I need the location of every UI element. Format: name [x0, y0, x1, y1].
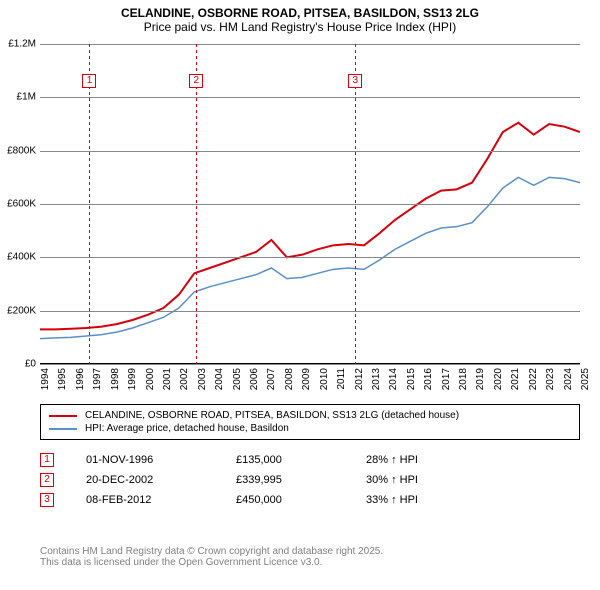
x-axis-label: 2010	[319, 368, 330, 398]
x-axis-label: 1999	[127, 368, 138, 398]
gridline	[40, 311, 580, 312]
legend-swatch	[49, 428, 77, 430]
transaction-row: 2 20-DEC-2002£339,99530% ↑ HPI	[40, 470, 580, 490]
transaction-marker: 2	[40, 473, 54, 487]
x-axis-label: 1998	[110, 368, 121, 398]
transaction-marker: 1	[40, 453, 54, 467]
x-axis-label: 2002	[179, 368, 190, 398]
x-axis-label: 2004	[214, 368, 225, 398]
chart-subtitle: Price paid vs. HM Land Registry's House …	[0, 20, 600, 38]
y-axis-label: £400K	[4, 252, 36, 263]
x-axis-label: 2019	[475, 368, 486, 398]
x-axis-label: 1996	[75, 368, 86, 398]
transaction-row: 3 08-FEB-2012£450,00033% ↑ HPI	[40, 490, 580, 510]
x-axis-label: 1997	[92, 368, 103, 398]
transactions-table: 1 01-NOV-1996£135,00028% ↑ HPI 2 20-DEC-200…	[40, 450, 580, 510]
series-line	[40, 123, 580, 330]
x-axis-label: 2025	[580, 368, 591, 398]
marker-box: 2	[189, 74, 203, 88]
legend-row: CELANDINE, OSBORNE ROAD, PITSEA, BASILDO…	[49, 409, 571, 422]
marker-line	[355, 44, 356, 364]
x-axis-label: 2011	[336, 368, 347, 398]
gridline	[40, 257, 580, 258]
x-axis-label: 2024	[563, 368, 574, 398]
y-axis-label: £200K	[4, 305, 36, 316]
y-axis-label: £1M	[4, 92, 36, 103]
transaction-pct: 33% ↑ HPI	[366, 494, 418, 506]
x-axis-label: 2012	[354, 368, 365, 398]
x-axis-label: 2014	[388, 368, 399, 398]
transaction-row: 1 01-NOV-1996£135,00028% ↑ HPI	[40, 450, 580, 470]
x-axis-label: 2022	[528, 368, 539, 398]
x-axis-label: 2013	[371, 368, 382, 398]
x-axis-label: 2017	[441, 368, 452, 398]
marker-line	[196, 44, 197, 364]
gridline	[40, 151, 580, 152]
x-axis-label: 2016	[423, 368, 434, 398]
footnote-line-1: Contains HM Land Registry data © Crown c…	[40, 546, 383, 557]
x-axis-label: 2001	[162, 368, 173, 398]
x-axis-label: 2009	[301, 368, 312, 398]
marker-box: 3	[348, 74, 362, 88]
gridline	[40, 44, 580, 45]
footnote: Contains HM Land Registry data © Crown c…	[40, 546, 383, 568]
y-axis-label: £800K	[4, 145, 36, 156]
legend-label: HPI: Average price, detached house, Basi…	[85, 423, 289, 434]
legend: CELANDINE, OSBORNE ROAD, PITSEA, BASILDO…	[40, 404, 580, 440]
transaction-pct: 30% ↑ HPI	[366, 474, 418, 486]
legend-label: CELANDINE, OSBORNE ROAD, PITSEA, BASILDO…	[85, 410, 459, 421]
legend-row: HPI: Average price, detached house, Basi…	[49, 422, 571, 435]
x-axis-label: 2005	[232, 368, 243, 398]
x-axis-label: 2007	[266, 368, 277, 398]
x-axis-label: 2006	[249, 368, 260, 398]
transaction-price: £450,000	[236, 494, 366, 506]
legend-swatch	[49, 415, 77, 417]
y-axis-label: £1.2M	[4, 39, 36, 50]
transaction-price: £135,000	[236, 454, 366, 466]
x-axis-label: 2020	[493, 368, 504, 398]
gridline	[40, 364, 580, 365]
x-axis-label: 2000	[145, 368, 156, 398]
transaction-marker: 3	[40, 493, 54, 507]
x-axis-label: 2021	[510, 368, 521, 398]
gridline	[40, 204, 580, 205]
x-axis-label: 2018	[458, 368, 469, 398]
transaction-price: £339,995	[236, 474, 366, 486]
marker-line	[89, 44, 90, 364]
plot-region: £0£200K£400K£600K£800K£1M£1.2M1994199519…	[40, 44, 580, 364]
x-axis-label: 1994	[40, 368, 51, 398]
x-axis-label: 2015	[406, 368, 417, 398]
x-axis-label: 2023	[545, 368, 556, 398]
x-axis-label: 2008	[284, 368, 295, 398]
y-axis-label: £600K	[4, 199, 36, 210]
footnote-line-2: This data is licensed under the Open Gov…	[40, 557, 383, 568]
marker-box: 1	[82, 74, 96, 88]
chart-area: £0£200K£400K£600K£800K£1M£1.2M1994199519…	[40, 44, 580, 364]
transaction-date: 08-FEB-2012	[86, 494, 236, 506]
chart-title: CELANDINE, OSBORNE ROAD, PITSEA, BASILDO…	[0, 0, 600, 20]
transaction-date: 01-NOV-1996	[86, 454, 236, 466]
transaction-date: 20-DEC-2002	[86, 474, 236, 486]
transaction-pct: 28% ↑ HPI	[366, 454, 418, 466]
gridline	[40, 97, 580, 98]
y-axis-label: £0	[4, 359, 36, 370]
x-axis-label: 1995	[57, 368, 68, 398]
x-axis-label: 2003	[197, 368, 208, 398]
